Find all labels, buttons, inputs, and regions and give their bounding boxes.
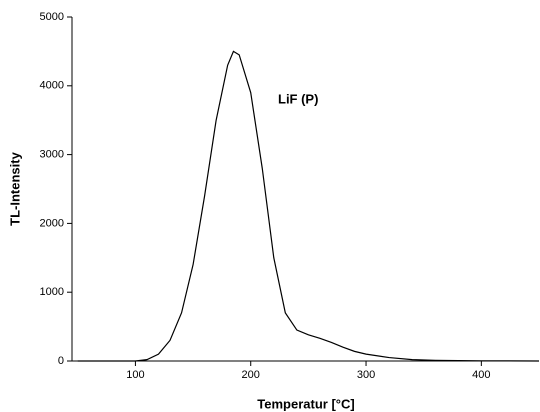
y-tick-label: 0 <box>58 355 64 367</box>
annotation: LiF (P) <box>278 91 318 106</box>
x-axis-title: Temperatur [°C] <box>257 396 354 411</box>
y-axis-title: TL-Intensity <box>7 151 22 225</box>
x-tick-label: 100 <box>126 369 144 381</box>
y-tick-label: 3000 <box>40 149 64 161</box>
x-tick-label: 200 <box>242 369 260 381</box>
x-tick-label: 400 <box>472 369 490 381</box>
y-tick-label: 5000 <box>40 11 64 23</box>
x-tick-label: 300 <box>357 369 375 381</box>
y-tick-label: 1000 <box>40 286 64 298</box>
y-tick-label: 4000 <box>40 80 64 92</box>
y-tick-label: 2000 <box>40 217 64 229</box>
line <box>77 50 540 362</box>
